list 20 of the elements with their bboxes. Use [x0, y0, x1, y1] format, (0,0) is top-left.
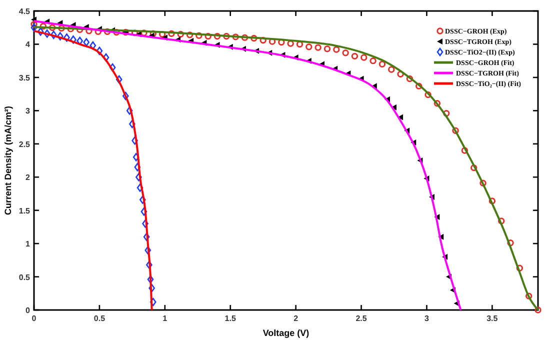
y-tick-label: 2.5 [18, 140, 31, 149]
x-tick-label: 3.5 [486, 314, 498, 323]
x-tick-label: 2.5 [356, 314, 368, 323]
y-tick-label: 4.5 [18, 7, 31, 16]
y-tick-label: 3.5 [18, 73, 31, 82]
y-tick-label: 3 [26, 106, 31, 116]
x-tick-label: 1.5 [224, 314, 236, 323]
y-tick-label: 1.5 [18, 206, 31, 216]
x-tick-label: 3 [424, 314, 430, 323]
x-tick-label: 1 [162, 314, 168, 323]
x-tick-label: 2 [294, 314, 299, 323]
x-tick-label: 0.5 [94, 314, 106, 323]
y-tick-label: 0.5 [18, 272, 31, 282]
y-tick-label: 0 [26, 306, 31, 315]
y-tick-label: 2 [26, 173, 31, 182]
y-axis-title: Current Density (mA/cm²) [3, 106, 13, 216]
x-axis-title: Voltage (V) [262, 328, 310, 338]
x-tick-label: 0 [32, 314, 37, 323]
y-tick-label: 4 [26, 40, 31, 50]
y-tick-label: 1 [26, 240, 31, 249]
